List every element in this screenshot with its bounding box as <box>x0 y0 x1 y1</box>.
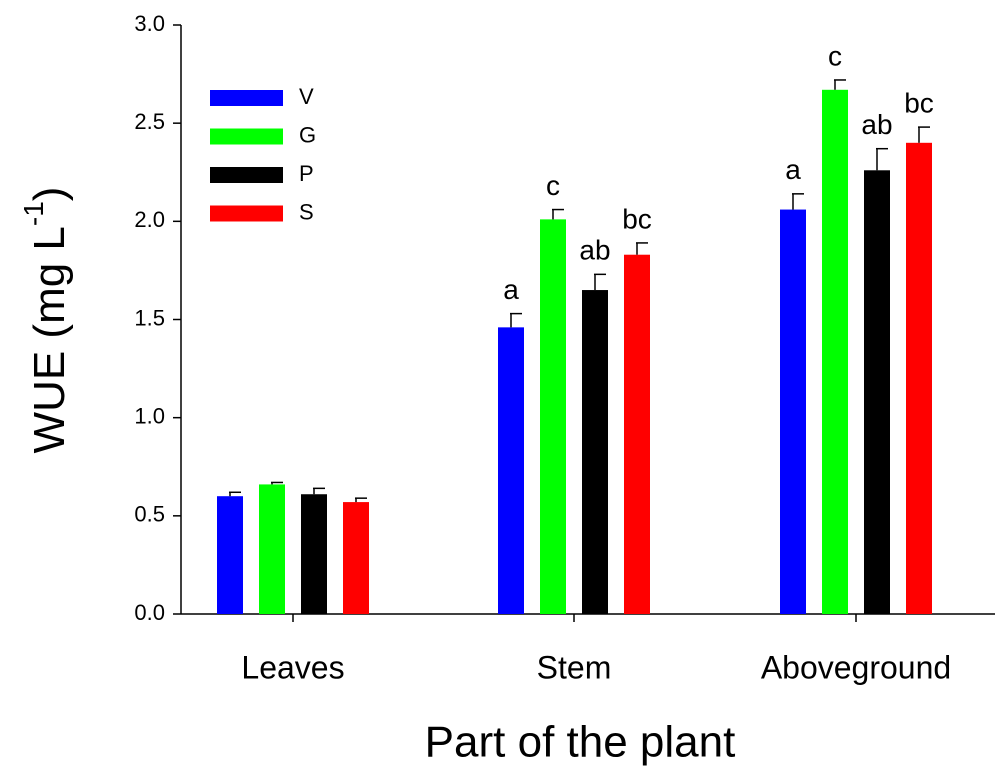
y-axis-title: WUE (mg L-1) <box>18 187 73 454</box>
x-tick-label: Aboveground <box>761 649 951 685</box>
significance-letter: c <box>828 40 842 71</box>
bar <box>906 142 932 615</box>
legend-swatch <box>210 128 283 145</box>
y-axis-title-main: WUE (mg L <box>25 226 74 453</box>
y-axis-title-end: ) <box>25 187 74 202</box>
legend-label: P <box>299 161 314 186</box>
bar <box>301 494 327 614</box>
legend-swatch <box>210 167 283 183</box>
y-tick-label: 2.0 <box>134 207 165 232</box>
significance-letter: ab <box>579 235 610 266</box>
bar <box>582 290 608 614</box>
y-tick-label: 1.0 <box>134 403 165 428</box>
legend-swatch <box>210 205 283 222</box>
y-tick-label: 0.5 <box>134 502 165 527</box>
significance-letter: a <box>785 154 801 185</box>
bar <box>498 327 524 614</box>
y-axis-title-sup: -1 <box>18 201 49 226</box>
y-tick-label: 2.5 <box>134 109 165 134</box>
bar <box>624 254 650 614</box>
bar <box>259 484 285 614</box>
legend-swatch <box>210 90 283 106</box>
x-axis-title: Part of the plant <box>425 718 736 767</box>
significance-letter: c <box>546 170 560 201</box>
legend-label: S <box>299 199 314 224</box>
y-tick-label: 3.0 <box>134 11 165 36</box>
significance-letter: bc <box>904 87 934 118</box>
x-tick-label: Leaves <box>241 649 344 685</box>
legend-label: V <box>299 84 314 109</box>
legend-label: G <box>299 122 316 147</box>
significance-letter: ab <box>861 109 892 140</box>
bar <box>864 170 890 614</box>
y-tick-label: 1.5 <box>134 305 165 330</box>
significance-letter: bc <box>622 203 652 234</box>
y-tick-label: 0.0 <box>134 600 165 625</box>
bar <box>217 496 243 614</box>
significance-letter: a <box>503 274 519 305</box>
bar <box>343 502 369 614</box>
bar <box>822 89 848 615</box>
bar <box>540 219 566 614</box>
bar <box>780 209 806 614</box>
x-tick-label: Stem <box>537 649 612 685</box>
